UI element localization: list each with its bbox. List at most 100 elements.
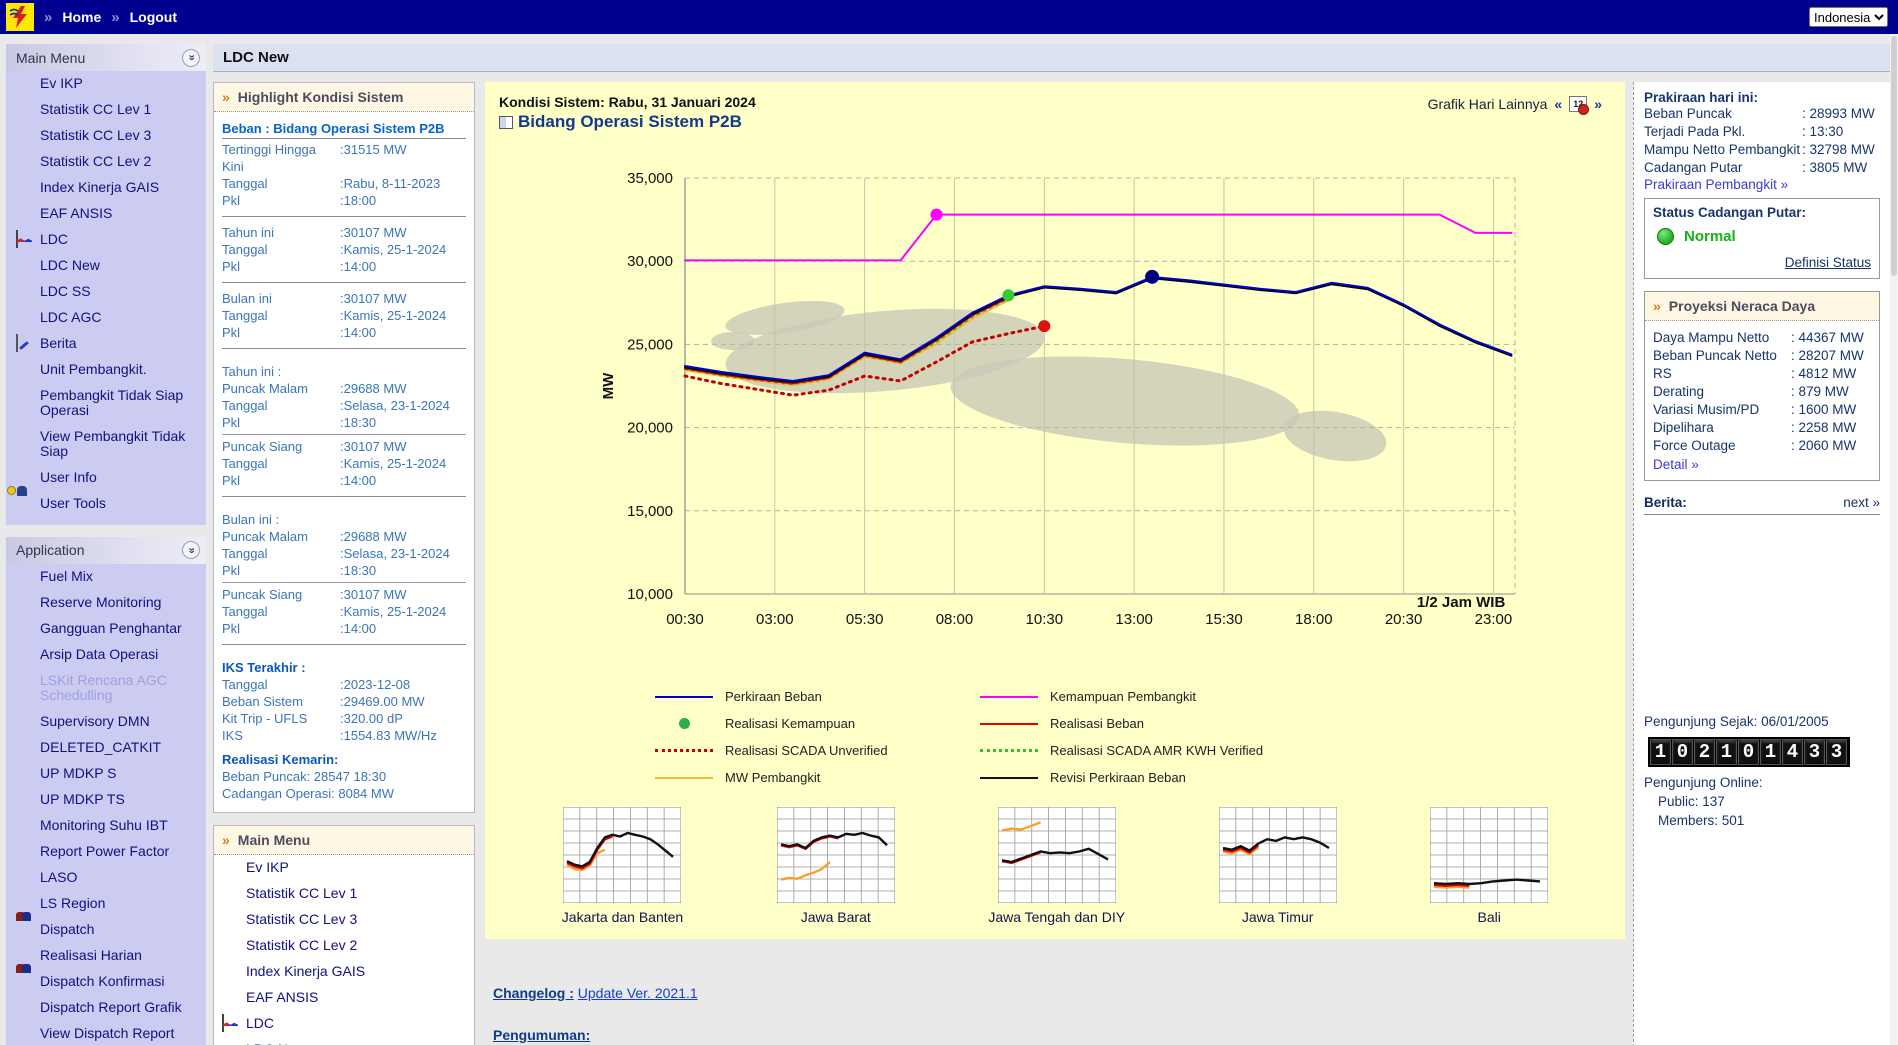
- sidebar-item-ldc-new[interactable]: LDC New: [6, 253, 206, 279]
- calendar-icon[interactable]: 12: [1569, 96, 1590, 115]
- sidebar-item-eaf-ansis[interactable]: EAF ANSIS: [6, 201, 206, 227]
- logout-link[interactable]: Logout: [129, 9, 178, 25]
- next-day-arrow[interactable]: »: [1594, 96, 1602, 112]
- sphere-icon: [16, 258, 32, 274]
- app-item-realisasi-harian[interactable]: Realisasi Harian: [6, 942, 206, 968]
- app-item-up-mdkp-ts[interactable]: UP MDKP TS: [6, 786, 206, 812]
- language-select[interactable]: Indonesia: [1809, 7, 1888, 27]
- sidebar-item-ldc[interactable]: LDC: [6, 227, 206, 253]
- info-label: Variasi Musim/PD: [1653, 402, 1760, 417]
- mini-menu-item-index-kinerja-gais[interactable]: Index Kinerja GAIS: [214, 959, 474, 985]
- main-menu-items: Ev IKP Statistik CC Lev 1 Statistik CC Lev…: [6, 71, 206, 517]
- highlight-heading: IKS Terakhir :: [222, 660, 306, 675]
- sidebar-item-user-info[interactable]: User Info: [6, 465, 206, 491]
- detail-link[interactable]: Detail »: [1653, 457, 1699, 472]
- highlight-row-label: Pkl: [222, 415, 241, 430]
- app-item-lskit-rencana-agc-schedulling[interactable]: LSKit Rencana AGC Schedulling: [6, 668, 206, 709]
- scrollbar-thumb[interactable]: [1891, 36, 1897, 276]
- sidebar-item-ev-ikp[interactable]: Ev IKP: [6, 71, 206, 97]
- sphere-icon: [16, 102, 32, 118]
- divider: [222, 282, 466, 283]
- sidebar-item-statistik-cc-lev-1[interactable]: Statistik CC Lev 1: [6, 97, 206, 123]
- mini-menu-item-ev-ikp[interactable]: Ev IKP: [214, 855, 474, 881]
- app-item-deleted-catkit[interactable]: DELETED_CATKIT: [6, 734, 206, 760]
- berita-row: Berita: next »: [1644, 495, 1880, 515]
- app-item-laso[interactable]: LASO: [6, 864, 206, 890]
- sidebar-item-view-pembangkit-tidak-siap[interactable]: View Pembangkit Tidak Siap: [6, 424, 206, 465]
- chart-doc-icon: [16, 230, 32, 248]
- highlight-row: Beban Sistem:29469.00 MW: [222, 693, 466, 710]
- highlight-row-label: Pkl: [222, 621, 241, 636]
- legend-swatch-line: [655, 695, 713, 698]
- mini-main-menu-header: » Main Menu: [214, 826, 474, 855]
- mini-menu-item-statistik-cc-lev-1[interactable]: Statistik CC Lev 1: [214, 881, 474, 907]
- mini-menu-item-eaf-ansis[interactable]: EAF ANSIS: [214, 985, 474, 1011]
- app-item-fuel-mix[interactable]: Fuel Mix: [6, 564, 206, 590]
- app-item-dispatch[interactable]: Dispatch: [6, 916, 206, 942]
- mini-chart-jawa-timur: Jawa Timur: [1218, 807, 1337, 925]
- visitors-public: Public: 137: [1658, 794, 1725, 809]
- regional-mini-charts: Jakarta dan Banten Jawa Barat Jawa Tengah …: [485, 807, 1625, 925]
- definisi-status-link[interactable]: Definisi Status: [1784, 255, 1871, 270]
- sidebar-item-index-kinerja-gais[interactable]: Index Kinerja GAIS: [6, 175, 206, 201]
- app-item-dispatch-report-grafik[interactable]: Dispatch Report Grafik: [6, 994, 206, 1020]
- collapse-application-button[interactable]: »: [182, 541, 200, 560]
- prakiraan-pembangkit-link[interactable]: Prakiraan Pembangkit »: [1644, 177, 1789, 192]
- sidebar-item-statistik-cc-lev-2[interactable]: Statistik CC Lev 2: [6, 149, 206, 175]
- highlight-row: Tanggal:Kamis, 25-1-2024: [222, 455, 466, 472]
- home-link[interactable]: Home: [62, 9, 102, 25]
- mini-menu-item-ldc[interactable]: LDC: [214, 1011, 474, 1037]
- changelog-link[interactable]: Update Ver. 2021.1: [577, 985, 698, 1001]
- menu-item-label: Gangguan Penghantar: [40, 619, 182, 636]
- sidebar-item-user-tools[interactable]: User Tools: [6, 491, 206, 517]
- info-value: : 44367 MW: [1791, 330, 1864, 345]
- berita-next-link[interactable]: next »: [1843, 495, 1880, 510]
- svg-text:MW: MW: [600, 372, 617, 399]
- application-panel: Application » Fuel Mix Reserve Monitoring…: [6, 536, 206, 1045]
- sidebar-item-berita[interactable]: Berita: [6, 331, 206, 357]
- mini-menu-item-statistik-cc-lev-2[interactable]: Statistik CC Lev 2: [214, 933, 474, 959]
- highlight-panel: » Highlight Kondisi Sistem Beban : Bidan…: [213, 82, 475, 813]
- sidebar-item-unit-pembangkit-[interactable]: Unit Pembangkit.: [6, 357, 206, 383]
- highlight-row: IKS:1554.83 MW/Hz: [222, 727, 466, 744]
- svg-text:20:30: 20:30: [1385, 611, 1423, 628]
- app-item-dispatch-konfirmasi[interactable]: Dispatch Konfirmasi: [6, 968, 206, 994]
- app-item-supervisory-dmn[interactable]: Supervisory DMN: [6, 708, 206, 734]
- highlight-row: Tertinggi Hingga Kini:31515 MW: [222, 141, 466, 175]
- highlight-row-label: Tanggal: [222, 677, 268, 692]
- sidebar-item-ldc-ss[interactable]: LDC SS: [6, 279, 206, 305]
- mini-menu-item-ldc-new[interactable]: LDC New: [214, 1037, 474, 1045]
- sidebar-item-statistik-cc-lev-3[interactable]: Statistik CC Lev 3: [6, 123, 206, 149]
- app-item-ls-region[interactable]: LS Region: [6, 890, 206, 916]
- collapse-main-menu-button[interactable]: »: [182, 48, 200, 67]
- highlight-row-label: Tanggal: [222, 308, 268, 323]
- app-item-arsip-data-operasi[interactable]: Arsip Data Operasi: [6, 642, 206, 668]
- app-item-report-power-factor[interactable]: Report Power Factor: [6, 838, 206, 864]
- app-item-gangguan-penghantar[interactable]: Gangguan Penghantar: [6, 616, 206, 642]
- sphere-icon: [16, 595, 32, 611]
- divider: [222, 582, 466, 583]
- legend-label: Realisasi SCADA AMR KWH Verified: [1050, 743, 1264, 758]
- highlight-section-title: Beban : Bidang Operasi Sistem P2B: [222, 118, 466, 139]
- info-value: : 28207 MW: [1791, 348, 1864, 363]
- highlight-row: Puncak Malam:29688 MW: [222, 528, 466, 545]
- sidebar-item-ldc-agc[interactable]: LDC AGC: [6, 305, 206, 331]
- page-scrollbar[interactable]: [1890, 34, 1898, 1045]
- highlight-row: Kit Trip - UFLS:320.00 dP: [222, 710, 466, 727]
- prakiraan-rows: Beban Puncak: 28993 MW Terjadi Pada Pkl.:…: [1644, 105, 1880, 177]
- sidebar-item-pembangkit-tidak-siap-operasi[interactable]: Pembangkit Tidak Siap Operasi: [6, 383, 206, 424]
- previous-day-arrow[interactable]: «: [1554, 96, 1563, 112]
- kondisi-sistem-heading: Kondisi Sistem: Rabu, 31 Januari 2024: [499, 94, 756, 110]
- mini-menu-item-statistik-cc-lev-3[interactable]: Statistik CC Lev 3: [214, 907, 474, 933]
- highlight-row: Tanggal:Kamis, 25-1-2024: [222, 603, 466, 620]
- sphere-icon: [16, 647, 32, 663]
- app-item-reserve-monitoring[interactable]: Reserve Monitoring: [6, 590, 206, 616]
- highlight-column: » Highlight Kondisi Sistem Beban : Bidan…: [213, 82, 475, 1045]
- highlight-row-label: Tanggal: [222, 176, 268, 191]
- info-row: Beban Puncak: 28993 MW: [1644, 105, 1880, 123]
- app-item-monitoring-suhu-ibt[interactable]: Monitoring Suhu IBT: [6, 812, 206, 838]
- app-item-up-mdkp-s[interactable]: UP MDKP S: [6, 760, 206, 786]
- sphere-icon: [16, 947, 32, 963]
- app-item-view-dispatch-report[interactable]: View Dispatch Report: [6, 1020, 206, 1045]
